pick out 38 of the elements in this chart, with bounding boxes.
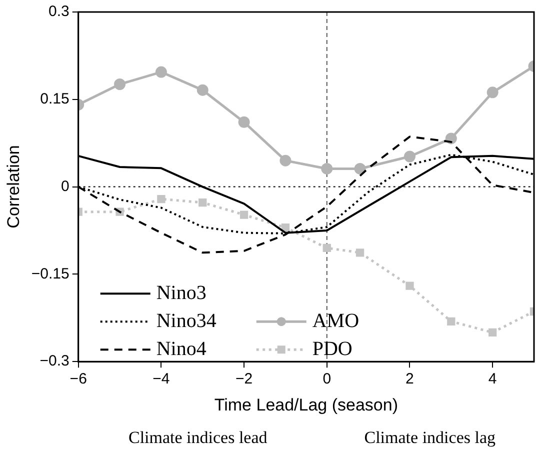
y-tick-label: −0.15	[31, 265, 70, 282]
legend-label: PDO	[312, 338, 352, 360]
point	[354, 162, 366, 174]
legend-label: Nino3	[156, 282, 206, 304]
y-tick-label: 0.3	[48, 3, 70, 20]
y-tick-label: −0.3	[40, 352, 70, 370]
legend-label: Nino34	[156, 310, 216, 332]
point	[114, 78, 126, 90]
point	[322, 244, 331, 252]
y-axis-title: Correlation	[4, 145, 23, 228]
x-tick-label: 4	[488, 370, 497, 388]
x-tick-label: −2	[235, 370, 253, 388]
text: Climate indices lead	[128, 428, 268, 448]
point	[406, 282, 414, 290]
point	[321, 162, 333, 174]
legend-label: AMO	[312, 310, 360, 332]
point	[198, 198, 207, 207]
x-tick-label: −4	[152, 370, 170, 388]
point	[240, 210, 248, 219]
text: Climate indices lag	[364, 428, 496, 448]
point	[196, 84, 208, 96]
y-tick-label: 0.15	[40, 90, 70, 108]
point	[488, 328, 497, 337]
point	[281, 224, 290, 232]
y-tick-label: 0	[61, 178, 70, 195]
point	[157, 194, 166, 204]
point	[404, 150, 416, 162]
point	[155, 66, 167, 78]
point	[356, 248, 364, 257]
x-tick-label: 0	[322, 370, 332, 388]
x-tick-label: −6	[70, 370, 87, 388]
point	[486, 86, 498, 98]
point	[280, 154, 292, 166]
point	[238, 116, 250, 128]
x-tick-label: 2	[406, 370, 414, 388]
x-axis-title: Time Lead/Lag (season)	[214, 395, 398, 414]
legend-label: Nino4	[156, 338, 206, 360]
point	[447, 317, 456, 326]
